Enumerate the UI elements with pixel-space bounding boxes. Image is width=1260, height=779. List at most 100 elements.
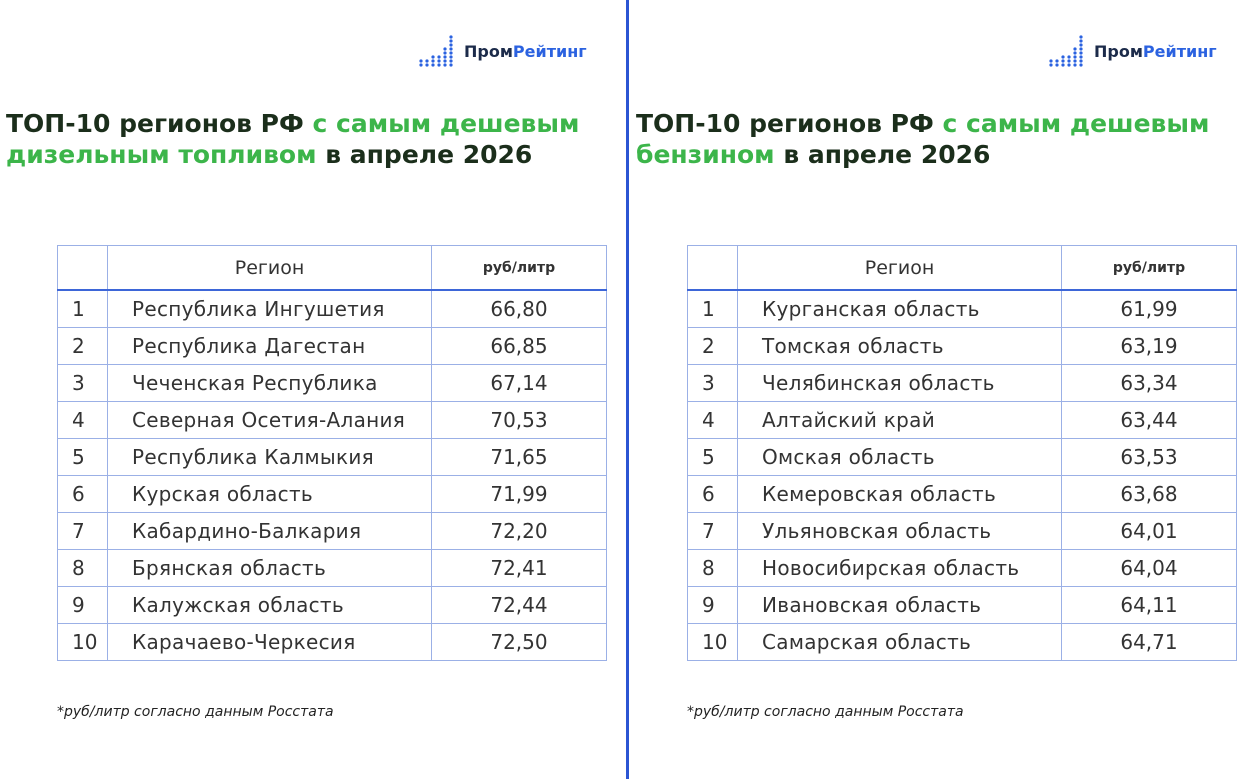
table-cell: 1 (687, 289, 738, 328)
table-cell: Калужская область (107, 586, 432, 624)
table-cell: Алтайский край (737, 401, 1062, 439)
table-cell: 4 (57, 401, 108, 439)
logo: ПромРейтинг (418, 34, 587, 68)
table-cell: 63,19 (1061, 327, 1237, 365)
title-highlight: с самым дешевым дизельным топливом (6, 109, 580, 169)
table-cell: 3 (687, 364, 738, 402)
table-cell: 64,71 (1061, 623, 1237, 661)
table-cell: Кабардино-Балкария (107, 512, 432, 550)
table-row: 9 Калужская область 72,44 (57, 586, 607, 624)
table-cell: 72,41 (431, 549, 607, 587)
table-row: 7 Кабардино-Балкария 72,20 (57, 512, 607, 550)
table-cell: 63,44 (1061, 401, 1237, 439)
table-cell: Чеченская Республика (107, 364, 432, 402)
table-cell: 63,53 (1061, 438, 1237, 476)
table-cell: Челябинская область (737, 364, 1062, 402)
table-row: 10 Самарская область 64,71 (687, 623, 1237, 661)
header-cell: Регион (737, 245, 1062, 291)
table-cell: 7 (687, 512, 738, 550)
table-cell: Омская область (737, 438, 1062, 476)
table-cell: 9 (687, 586, 738, 624)
table-cell: 71,65 (431, 438, 607, 476)
table-row: 1 Курганская область 61,99 (687, 289, 1237, 328)
table-cell: 71,99 (431, 475, 607, 513)
table-cell: 3 (57, 364, 108, 402)
title: ТОП-10 регионов РФ с самым дешевым дизел… (6, 108, 586, 170)
logo-icon (419, 35, 453, 67)
table-row: 8 Новосибирская область 64,04 (687, 549, 1237, 587)
table-row: 6 Кемеровская область 63,68 (687, 475, 1237, 513)
table: Регион руб/литр 1 Республика Ингушетия 66,80… (57, 245, 607, 661)
footnote: *руб/литр согласно данным Росстата (687, 704, 964, 720)
title: ТОП-10 регионов РФ с самым дешевым бензи… (636, 108, 1216, 170)
table-cell: 4 (687, 401, 738, 439)
table-cell: Карачаево-Черкесия (107, 623, 432, 661)
table: Регион руб/литр 1 Курганская область 61,99 2 Т… (687, 245, 1237, 661)
table-row: 6 Курская область 71,99 (57, 475, 607, 513)
table-cell: 61,99 (1061, 289, 1237, 328)
table-cell: 64,11 (1061, 586, 1237, 624)
table-row: 7 Ульяновская область 64,01 (687, 512, 1237, 550)
panel: ПромРейтинг ТОП-10 регионов РФ с самым де… (0, 0, 626, 779)
header-cell: руб/литр (431, 245, 607, 291)
table-cell: 2 (57, 327, 108, 365)
header-cell (687, 245, 738, 291)
table-row: 4 Северная Осетия-Алания 70,53 (57, 401, 607, 439)
table-cell: 67,14 (431, 364, 607, 402)
table-row: 4 Алтайский край 63,44 (687, 401, 1237, 439)
table-cell: 66,80 (431, 289, 607, 328)
table-cell: Республика Калмыкия (107, 438, 432, 476)
table-row: 2 Томская область 63,19 (687, 327, 1237, 365)
table-row: 8 Брянская область 72,41 (57, 549, 607, 587)
table-cell: 64,01 (1061, 512, 1237, 550)
logo-part: Рейтинг (1142, 41, 1217, 61)
table-cell: Северная Осетия-Алания (107, 401, 432, 439)
table-cell: 8 (687, 549, 738, 587)
table-row: 5 Омская область 63,53 (687, 438, 1237, 476)
footnote: *руб/литр согласно данным Росстата (57, 704, 334, 720)
table-cell: 5 (687, 438, 738, 476)
table-cell: Кемеровская область (737, 475, 1062, 513)
table-cell: Республика Ингушетия (107, 289, 432, 328)
table-cell: Курская область (107, 475, 432, 513)
table-row: 3 Чеченская Республика 67,14 (57, 364, 607, 402)
title-start: ТОП-10 регионов РФ (636, 109, 934, 138)
title-highlight: с самым дешевым бензином (636, 109, 1210, 169)
table-cell: 72,20 (431, 512, 607, 550)
table-cell: 2 (687, 327, 738, 365)
table-cell: 70,53 (431, 401, 607, 439)
logo-part: Пром (464, 41, 513, 61)
table-cell: 72,44 (431, 586, 607, 624)
header-row: Регион руб/литр (57, 245, 607, 291)
table-cell: 63,68 (1061, 475, 1237, 513)
panel: ПромРейтинг ТОП-10 регионов РФ с самым де… (630, 0, 1256, 779)
table-cell: Ивановская область (737, 586, 1062, 624)
table-cell: Республика Дагестан (107, 327, 432, 365)
table-cell: 10 (57, 623, 108, 661)
table-row: 9 Ивановская область 64,11 (687, 586, 1237, 624)
table-cell: 63,34 (1061, 364, 1237, 402)
table-cell: 8 (57, 549, 108, 587)
table-row: 1 Республика Ингушетия 66,80 (57, 289, 607, 328)
table-cell: 64,04 (1061, 549, 1237, 587)
table-cell: 9 (57, 586, 108, 624)
title-end: в апреле 2026 (325, 140, 533, 169)
header-row: Регион руб/литр (687, 245, 1237, 291)
table-row: 2 Республика Дагестан 66,85 (57, 327, 607, 365)
logo-text: ПромРейтинг (1094, 42, 1217, 61)
table-cell: Брянская область (107, 549, 432, 587)
title-end: в апреле 2026 (783, 140, 991, 169)
header-cell: Регион (107, 245, 432, 291)
header-cell (57, 245, 108, 291)
table-cell: Курганская область (737, 289, 1062, 328)
title-start: ТОП-10 регионов РФ (6, 109, 304, 138)
logo-text: ПромРейтинг (464, 42, 587, 61)
table-cell: 1 (57, 289, 108, 328)
table-cell: Томская область (737, 327, 1062, 365)
table-cell: 5 (57, 438, 108, 476)
table-cell: Самарская область (737, 623, 1062, 661)
table-cell: 66,85 (431, 327, 607, 365)
table-row: 5 Республика Калмыкия 71,65 (57, 438, 607, 476)
